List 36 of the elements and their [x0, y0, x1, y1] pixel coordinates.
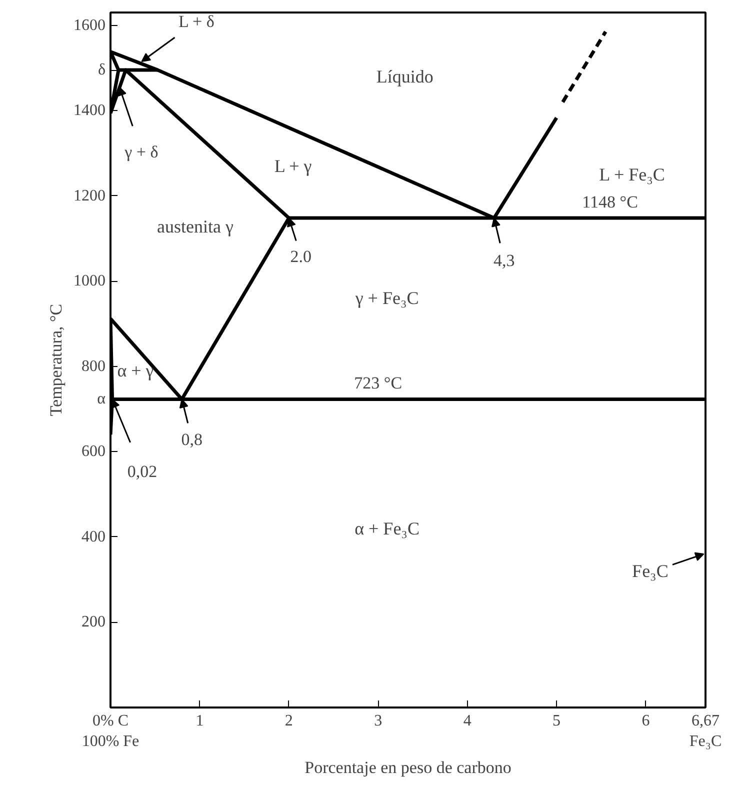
x-tick-label: 4 — [463, 712, 472, 730]
y-tick-label: 600 — [82, 443, 106, 460]
x-tick-label: 3 — [374, 712, 382, 730]
annotation: 1148 °C — [582, 192, 638, 212]
y-axis-title: Temperatura, °C — [46, 304, 66, 416]
annotation: Líquido — [376, 66, 434, 86]
y-tick-label: 400 — [82, 528, 106, 546]
x-axis-title: Porcentaje en peso de carbono — [304, 758, 512, 777]
x-tick-label: 2 — [284, 712, 293, 730]
annotation: α + Fe₃C — [354, 518, 420, 538]
x-tick-label: 0% C 100% Fe — [82, 712, 140, 750]
y-tick-label: 1200 — [74, 187, 106, 204]
annotation: L + Fe₃C — [599, 164, 665, 185]
annotation: 0,8 — [181, 430, 202, 450]
y-tick-label: 1000 — [74, 272, 106, 290]
y-tick-label: 1400 — [74, 102, 106, 120]
annotation: Fe₃C — [632, 561, 668, 582]
annotation: γ + Fe₃C — [354, 288, 419, 308]
y-tick-label: 1600 — [74, 16, 106, 34]
x-tick-label: 5 — [552, 712, 561, 730]
annotation: α + γ — [117, 360, 154, 381]
annotation: 4,3 — [493, 251, 515, 270]
y-tick-label: 800 — [82, 358, 106, 375]
y-tick-label: 200 — [82, 614, 106, 631]
y-tick-label: α — [97, 390, 106, 408]
annotation: austenita γ — [157, 216, 234, 237]
annotation: γ + δ — [124, 142, 158, 162]
annotation: 723 °C — [354, 374, 402, 393]
x-tick-label: 6 — [642, 712, 650, 730]
annotation: 2.0 — [290, 247, 312, 266]
x-tick-label: 6,67 Fe₃C — [689, 712, 722, 750]
annotation: 0,02 — [127, 462, 158, 482]
annotation: L + δ — [178, 12, 214, 32]
x-tick-label: 1 — [196, 712, 204, 730]
annotation: L + γ — [274, 156, 312, 176]
y-tick-label: δ — [98, 62, 106, 79]
